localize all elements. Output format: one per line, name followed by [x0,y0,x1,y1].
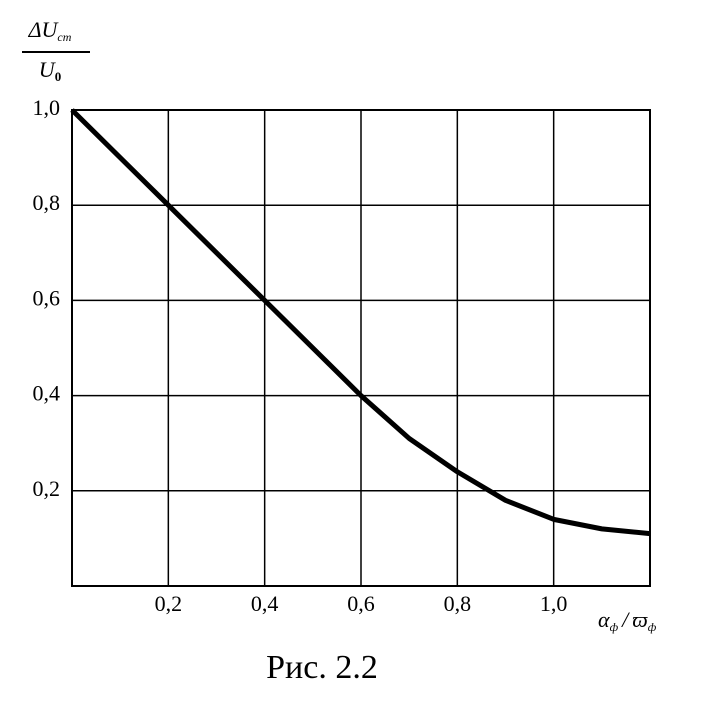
y-tick-label: 0,2 [33,476,61,501]
denominator-sub: 0 [55,69,62,84]
denominator: U [39,57,57,82]
x-label-right-sub: ф [648,620,657,634]
y-tick-label: 0,8 [33,190,61,215]
x-label-slash: / [620,607,630,632]
numerator: ΔU [28,17,60,42]
x-tick-label: 0,8 [444,591,472,616]
x-tick-label: 0,4 [251,591,279,616]
x-tick-label: 0,2 [155,591,183,616]
y-label-denominator: U0 [39,57,61,84]
x-tick-label: 0,6 [347,591,375,616]
x-label-left: α [598,607,610,632]
y-label-numerator: ΔUст [28,17,72,44]
x-tick-label: 1,0 [540,591,568,616]
numerator-sub: ст [57,30,71,44]
y-tick-label: 0,4 [33,381,61,406]
y-tick-label: 0,6 [33,285,61,310]
data-line [70,108,651,537]
x-label-right: ϖ [632,607,648,632]
x-label: αф / ϖф [598,607,657,634]
y-tick-label: 1,0 [33,95,61,120]
x-label-left-sub: ф [610,620,619,634]
caption: Рис. 2.2 [266,649,378,686]
